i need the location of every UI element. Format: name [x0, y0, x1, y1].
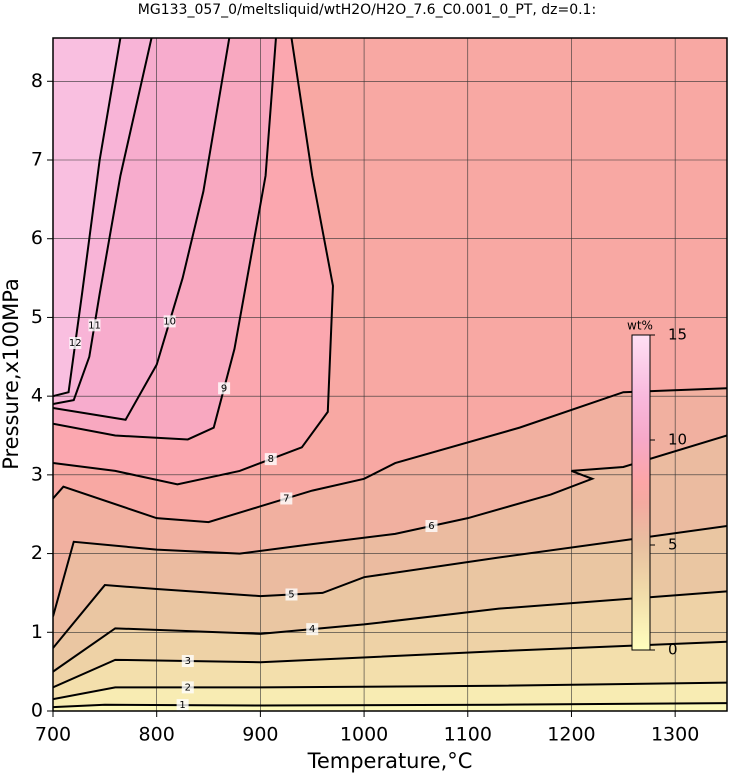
contour-label-box	[280, 492, 293, 505]
contour-label-box	[285, 588, 298, 601]
contour-line	[53, 640, 727, 689]
contour-label: 12	[69, 338, 82, 349]
y-tick-label: 3	[31, 463, 43, 485]
x-tick-label: 1200	[547, 724, 595, 746]
contour-line	[53, 702, 727, 709]
contour-label-box	[218, 382, 231, 395]
contour-label-box	[88, 319, 101, 332]
y-tick-label: 6	[31, 227, 43, 249]
colorbar-label: wt%	[627, 319, 653, 333]
contour-line	[53, 38, 122, 398]
contour-line	[53, 681, 727, 701]
contour-label-box	[69, 337, 82, 350]
contour-label-box	[264, 453, 277, 466]
x-axis-label: Temperature,°C	[307, 749, 473, 773]
colorbar-tick-label: 15	[668, 326, 687, 344]
contour-line	[53, 38, 334, 486]
x-tick-label: 1000	[340, 724, 388, 746]
contour-label: 5	[288, 590, 294, 601]
contour-label: 11	[88, 320, 101, 331]
contour-label: 10	[163, 316, 176, 327]
contour-label-box	[306, 623, 319, 636]
contour-label-box	[425, 520, 438, 533]
contour-label: 6	[428, 521, 434, 532]
x-tick-label: 900	[242, 724, 278, 746]
colorbar-tick-label: 0	[668, 641, 678, 659]
contour-label-box	[181, 681, 194, 694]
contour-label: 2	[185, 682, 191, 693]
x-tick-label: 1300	[651, 724, 699, 746]
x-tick-label: 1100	[444, 724, 492, 746]
colorbar	[631, 334, 651, 651]
y-tick-label: 2	[31, 542, 43, 564]
contour-label-box	[163, 315, 176, 328]
contour-label: 9	[221, 383, 227, 394]
x-tick-label: 800	[139, 724, 175, 746]
y-tick-label: 7	[31, 149, 43, 171]
chart-title: MG133_057_0/meltsliquid/wtH2O/H2O_7.6_C0…	[138, 2, 596, 18]
plot-frame	[52, 37, 728, 712]
y-tick-label: 5	[31, 306, 43, 328]
y-tick-label: 8	[31, 70, 43, 92]
x-tick-label: 700	[35, 724, 71, 746]
contour-label: 8	[268, 454, 274, 465]
y-axis-label: Pressure,x100MPa	[0, 278, 23, 470]
contour-label: 7	[283, 493, 289, 504]
y-tick-label: 0	[31, 700, 43, 722]
contour-label: 4	[309, 624, 315, 635]
contour-fill	[53, 38, 121, 397]
contour-line	[53, 387, 727, 524]
colorbar-tick-label: 10	[668, 431, 687, 449]
colorbar-tick-label: 5	[668, 536, 678, 554]
y-tick-label: 4	[31, 385, 43, 407]
contour-label-box	[176, 699, 189, 712]
contour-label: 1	[179, 700, 185, 711]
contour-label: 3	[185, 656, 191, 667]
contour-label-box	[181, 655, 194, 668]
y-tick-label: 1	[31, 621, 43, 643]
